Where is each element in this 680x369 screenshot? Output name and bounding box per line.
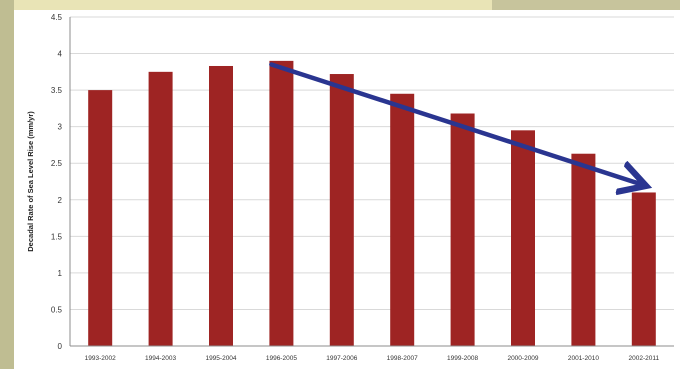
x-tick-label: 1996-2005 [266, 355, 297, 362]
x-tick-label: 1999-2008 [447, 355, 478, 362]
x-tick-label: 2002-2011 [628, 355, 659, 362]
bar [631, 192, 656, 346]
trend-arrow [269, 62, 641, 185]
bar [269, 60, 294, 346]
bar [390, 93, 415, 347]
bar [209, 65, 233, 347]
y-tick-labels: 0 0.5 1 1.5 2 2.5 3 3.5 4 4.5 [51, 13, 63, 351]
y-tick-label: 3 [58, 123, 63, 132]
x-tick-label: 1995-2004 [205, 355, 236, 362]
y-tick-label: 3.5 [51, 86, 63, 95]
y-tick-label: 1.5 [51, 232, 63, 241]
bar [450, 113, 475, 346]
y-tick-label: 1 [58, 269, 63, 278]
x-tick-labels: 1993-2002 1994-2003 1995-2004 1996-2005 1997… [85, 355, 660, 362]
x-tick-label: 1997-2006 [326, 355, 357, 362]
bar [329, 74, 354, 346]
x-tick-label: 2001-2010 [568, 355, 599, 362]
x-tick-label: 1998-2007 [387, 355, 418, 362]
bars [88, 60, 656, 347]
y-tick-label: 4 [58, 50, 63, 59]
y-axis-label: Decadal Rate of Sea Level Rise (mm/yr) [26, 111, 35, 252]
y-tick-label: 2 [58, 196, 63, 205]
y-tick-label: 2.5 [51, 159, 63, 168]
y-tick-label: 0.5 [51, 305, 63, 314]
bar [511, 130, 535, 346]
x-tick-label: 1994-2003 [145, 355, 176, 362]
x-tick-label: 1993-2002 [85, 355, 116, 362]
bar [148, 71, 173, 346]
y-tick-label: 4.5 [51, 13, 63, 22]
left-frame [0, 0, 14, 369]
bar [88, 90, 113, 346]
x-tick-label: 2000-2009 [507, 355, 538, 362]
bar [571, 153, 596, 346]
y-tick-label: 0 [58, 342, 63, 351]
